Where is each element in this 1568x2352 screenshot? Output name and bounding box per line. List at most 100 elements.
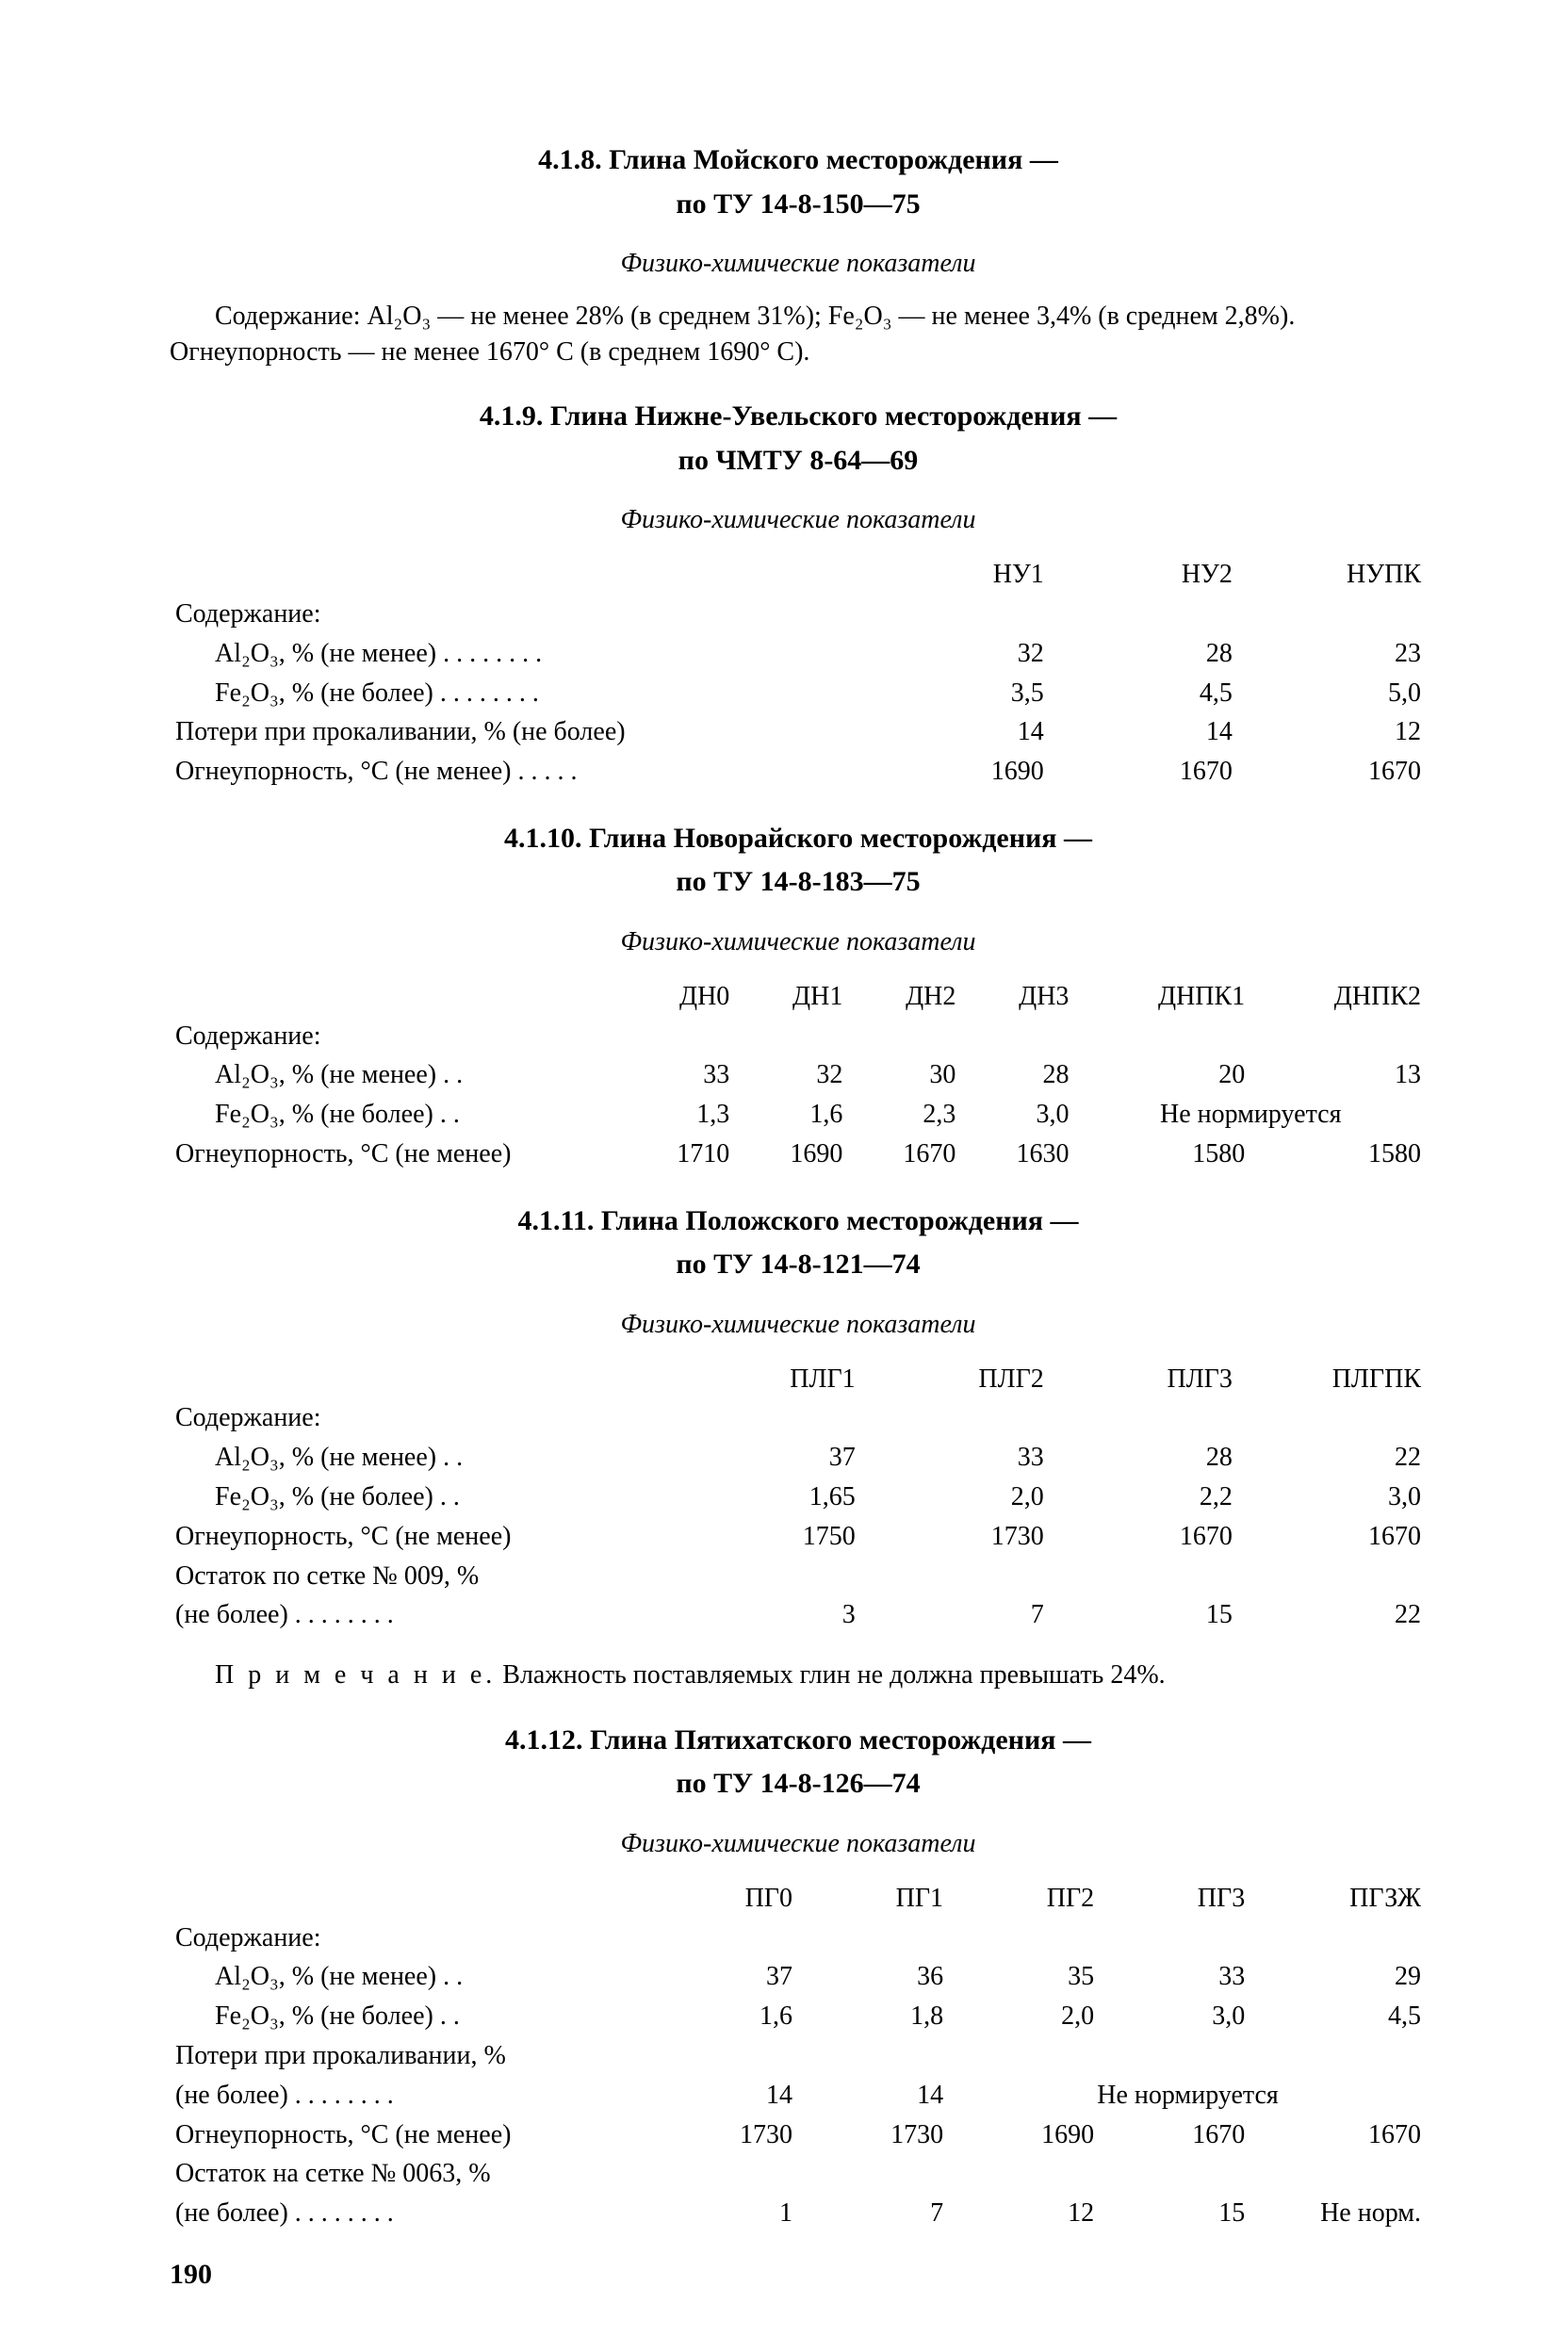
row-label: Огнеупорность, °С (не менее) xyxy=(170,2115,647,2155)
cell: 1710 xyxy=(622,1135,735,1174)
cell: 28 xyxy=(961,1055,1074,1095)
column-header: ПГ1 xyxy=(798,1879,949,1919)
cell: 1580 xyxy=(1250,1135,1427,1174)
cell xyxy=(1100,2154,1250,2194)
cell: 14 xyxy=(861,712,1050,752)
cell: 7 xyxy=(798,2194,949,2233)
cell xyxy=(622,1017,735,1056)
cell xyxy=(647,2154,798,2194)
table-419: НУ1НУ2НУПКСодержание:Al₂O₃, % (не менее)… xyxy=(170,555,1427,792)
row-label: Содержание: xyxy=(170,1919,647,1958)
note-prefix: П р и м е ч а н и е. xyxy=(215,1660,496,1690)
cell: 32 xyxy=(861,634,1050,674)
row-label: Потери при прокаливании, % (не более) xyxy=(170,712,861,752)
column-header: ПГ0 xyxy=(647,1879,798,1919)
cell: 1630 xyxy=(961,1135,1074,1174)
row-label: (не более) . . . . . . . . xyxy=(170,2076,647,2115)
section-sub: по ТУ 14-8-150—75 xyxy=(170,186,1427,224)
section-subtitle: Физико-химические показатели xyxy=(170,502,1427,538)
cell xyxy=(949,2154,1100,2194)
cell: 30 xyxy=(848,1055,961,1095)
section-title: 4.1.12. Глина Пятихатского месторождения… xyxy=(170,1722,1427,1760)
cell: 13 xyxy=(1250,1055,1427,1095)
section-sub: по ТУ 14-8-183—75 xyxy=(170,863,1427,902)
cell: 1,8 xyxy=(798,1997,949,2036)
table-spacer xyxy=(170,555,861,595)
cell xyxy=(798,2154,949,2194)
column-header: ПГ3 xyxy=(1100,1879,1250,1919)
row-label: Fe₂O₃, % (не более) . . . . . . . . xyxy=(170,674,861,713)
cell: 1670 xyxy=(1238,1517,1427,1557)
cell: 1580 xyxy=(1074,1135,1250,1174)
cell: 36 xyxy=(798,1957,949,1997)
cell: 1750 xyxy=(673,1517,861,1557)
cell: 7 xyxy=(861,1595,1050,1635)
row-label: Содержание: xyxy=(170,595,861,634)
cell: 1,6 xyxy=(647,1997,798,2036)
section-subtitle: Физико-химические показатели xyxy=(170,924,1427,960)
cell: 2,0 xyxy=(949,1997,1100,2036)
column-header: НУПК xyxy=(1238,555,1427,595)
cell: 2,3 xyxy=(848,1095,961,1135)
cell xyxy=(1050,595,1238,634)
cell: 1,3 xyxy=(622,1095,735,1135)
note: П р и м е ч а н и е. Влажность поставляе… xyxy=(170,1658,1427,1693)
cell xyxy=(1050,1398,1238,1438)
cell: 1 xyxy=(647,2194,798,2233)
cell: 1690 xyxy=(949,2115,1100,2155)
cell xyxy=(848,1017,961,1056)
cell xyxy=(949,2036,1100,2076)
cell: 1670 xyxy=(1050,1517,1238,1557)
table-spacer xyxy=(170,1360,673,1399)
table-4110: ДН0ДН1ДН2ДН3ДНПК1ДНПК2Содержание:Al₂O₃, … xyxy=(170,977,1427,1174)
row-label: Al₂O₃, % (не менее) . . . . . . . . xyxy=(170,634,861,674)
cell xyxy=(673,1398,861,1438)
cell: 22 xyxy=(1238,1595,1427,1635)
column-header: НУ1 xyxy=(861,555,1050,595)
cell: 2,2 xyxy=(1050,1478,1238,1517)
cell: 1690 xyxy=(735,1135,848,1174)
cell: 1730 xyxy=(798,2115,949,2155)
cell: 3,5 xyxy=(861,674,1050,713)
cell: 4,5 xyxy=(1250,1997,1427,2036)
column-header: ПЛГ2 xyxy=(861,1360,1050,1399)
table-4112: ПГ0ПГ1ПГ2ПГ3ПГЗЖСодержание:Al₂O₃, % (не … xyxy=(170,1879,1427,2233)
cell: 14 xyxy=(1050,712,1238,752)
cell: 5,0 xyxy=(1238,674,1427,713)
cell xyxy=(1250,1017,1427,1056)
row-label: Огнеупорность, °С (не менее) xyxy=(170,1135,622,1174)
cell xyxy=(1238,1557,1427,1596)
row-label: (не более) . . . . . . . . xyxy=(170,1595,673,1635)
cell: 3,0 xyxy=(1238,1478,1427,1517)
cell: 33 xyxy=(861,1438,1050,1478)
cell: 4,5 xyxy=(1050,674,1238,713)
cell: 20 xyxy=(1074,1055,1250,1095)
cell: 1670 xyxy=(1250,2115,1427,2155)
row-label: Al₂O₃, % (не менее) . . xyxy=(170,1055,622,1095)
cell xyxy=(861,1398,1050,1438)
cell: 35 xyxy=(949,1957,1100,1997)
section-sub: по ТУ 14-8-121—74 xyxy=(170,1246,1427,1284)
cell xyxy=(798,2036,949,2076)
row-label: Огнеупорность, °С (не менее) . . . . . xyxy=(170,752,861,792)
table-4111: ПЛГ1ПЛГ2ПЛГ3ПЛГПКСодержание:Al₂O₃, % (не… xyxy=(170,1360,1427,1636)
section-title: 4.1.8. Глина Мойского месторождения — xyxy=(170,141,1427,180)
cell: Не нормируется xyxy=(949,2076,1427,2115)
row-label: Fe₂O₃, % (не более) . . xyxy=(170,1478,673,1517)
cell: Не нормируется xyxy=(1074,1095,1427,1135)
column-header: ДНПК1 xyxy=(1074,977,1250,1017)
cell: 1,65 xyxy=(673,1478,861,1517)
column-header: ДН0 xyxy=(622,977,735,1017)
cell: 14 xyxy=(798,2076,949,2115)
cell: 1690 xyxy=(861,752,1050,792)
table-spacer xyxy=(170,1879,647,1919)
cell xyxy=(1100,2036,1250,2076)
cell: 33 xyxy=(622,1055,735,1095)
cell: 1670 xyxy=(1050,752,1238,792)
cell xyxy=(673,1557,861,1596)
row-label: Al₂O₃, % (не менее) . . xyxy=(170,1438,673,1478)
cell: 3 xyxy=(673,1595,861,1635)
cell xyxy=(1238,1398,1427,1438)
row-label: Содержание: xyxy=(170,1017,622,1056)
cell: 28 xyxy=(1050,1438,1238,1478)
